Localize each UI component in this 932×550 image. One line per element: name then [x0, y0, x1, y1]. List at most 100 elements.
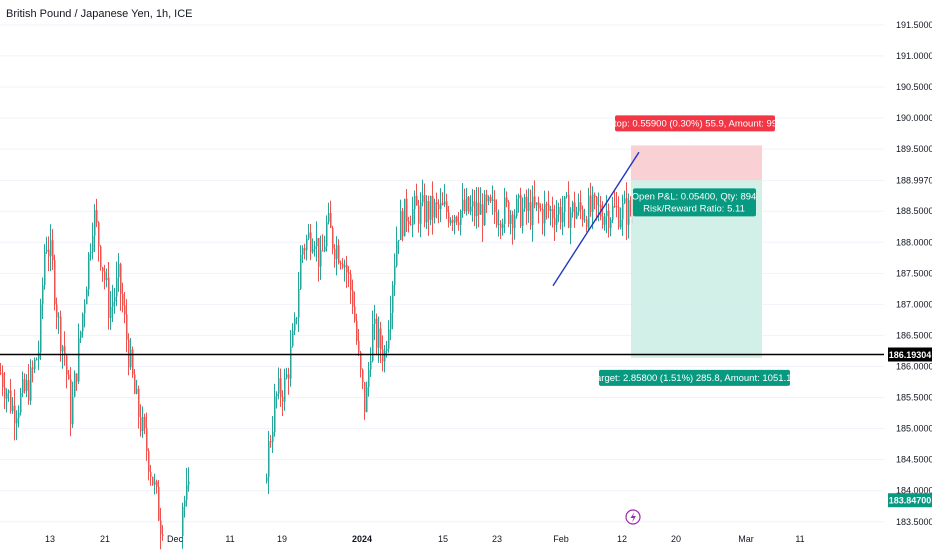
target-label-bg: [599, 369, 790, 386]
candle-body: [46, 249, 48, 252]
candle-body: [444, 201, 446, 205]
candle: [514, 209, 516, 240]
candle: [592, 186, 594, 230]
candle: [336, 236, 338, 276]
x-tick-label: 20: [671, 534, 681, 544]
y-tick-label: 188.99700: [896, 175, 932, 185]
candle: [74, 370, 76, 398]
candle: [496, 199, 498, 228]
candle: [28, 364, 30, 405]
candle: [408, 216, 410, 233]
candle: [278, 367, 280, 400]
candle-body: [74, 373, 76, 397]
candle-body: [506, 197, 508, 203]
candle-body: [130, 349, 132, 368]
candle-body: [18, 412, 20, 418]
y-tick-label: 184.00000: [896, 486, 932, 496]
candle: [594, 192, 596, 210]
candle-body: [428, 201, 430, 220]
candle: [150, 464, 152, 486]
candle-body: [592, 194, 594, 213]
candle-body: [564, 196, 566, 213]
candle: [106, 268, 108, 288]
candle-body: [496, 212, 498, 226]
candle: [152, 476, 154, 486]
candle: [566, 191, 568, 199]
candle-body: [320, 250, 322, 267]
candle-body: [336, 245, 338, 259]
candle-body: [362, 369, 364, 383]
drawing-lines[interactable]: [0, 151, 884, 356]
short-position-tool[interactable]: [631, 145, 762, 358]
candle-body: [28, 380, 30, 401]
candle: [382, 335, 384, 372]
candle-body: [574, 202, 576, 219]
candle: [428, 195, 430, 236]
candle-body: [454, 216, 456, 223]
candle-body: [8, 390, 10, 394]
candle-body: [2, 373, 4, 388]
candle: [590, 182, 592, 217]
candle: [276, 391, 278, 409]
candle: [560, 198, 562, 230]
candle: [554, 204, 556, 241]
candle: [578, 193, 580, 216]
candle-body: [156, 481, 158, 487]
candle: [482, 193, 484, 243]
candle: [450, 217, 452, 226]
candle-body: [150, 471, 152, 477]
candle: [612, 196, 614, 224]
candle: [398, 239, 400, 255]
candle: [282, 390, 284, 416]
candle: [624, 190, 626, 205]
candle: [352, 279, 354, 315]
candle: [540, 203, 542, 212]
candle-body: [356, 320, 358, 341]
candle-body: [596, 196, 598, 206]
candle: [270, 435, 272, 448]
candle-body: [530, 202, 532, 225]
y-tick-label: 191.50000: [896, 20, 932, 30]
candle-body: [86, 289, 88, 305]
candle: [30, 359, 32, 405]
candle: [98, 221, 100, 262]
support-price-bg: [888, 347, 932, 362]
candle: [390, 295, 392, 341]
candle: [532, 185, 534, 242]
candle: [542, 203, 544, 235]
candle-body: [352, 290, 354, 307]
candle-body: [480, 204, 482, 215]
candle: [114, 287, 116, 314]
y-tick-label: 189.50000: [896, 144, 932, 154]
candle-body: [534, 196, 536, 206]
y-tick-label: 183.50000: [896, 517, 932, 527]
candle: [606, 195, 608, 234]
candle-body: [554, 218, 556, 225]
candle-body: [120, 264, 122, 294]
candle: [284, 368, 286, 411]
candle: [630, 196, 632, 217]
candle-body: [68, 374, 70, 380]
stop-label-bg: [615, 115, 775, 132]
candle-body: [570, 212, 572, 228]
y-tick-label: 187.50000: [896, 268, 932, 278]
candle: [84, 299, 86, 328]
candle-body: [154, 481, 156, 485]
candle-body: [314, 246, 316, 250]
y-tick-label: 188.00000: [896, 237, 932, 247]
candle: [422, 179, 424, 207]
candle-body: [528, 202, 530, 211]
candle-body: [394, 265, 396, 286]
candle-body: [76, 373, 78, 382]
candle: [534, 180, 536, 209]
candle-body: [30, 367, 32, 401]
candle-body: [406, 198, 408, 222]
candle: [146, 412, 148, 461]
candle: [70, 367, 72, 437]
candle: [32, 360, 34, 383]
candle-body: [118, 264, 120, 278]
candle: [492, 185, 494, 215]
candle-body: [484, 194, 486, 226]
